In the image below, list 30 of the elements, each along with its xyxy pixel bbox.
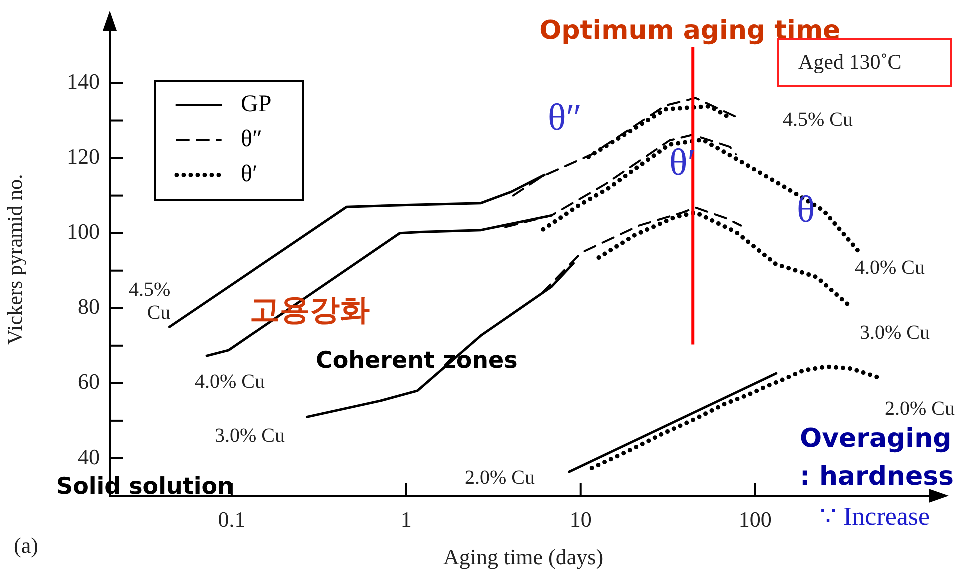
- annotation: 3.0% Cu: [860, 322, 930, 344]
- annotation: Overaging: [800, 424, 952, 454]
- legend-label: GP: [241, 91, 272, 118]
- annotation: 2.0% Cu: [465, 466, 535, 490]
- x-axis-title: Aging time (days): [443, 544, 604, 570]
- annotation: 4.5% Cu: [783, 108, 853, 132]
- y-tick-label: 40: [78, 444, 100, 470]
- annotation: : hardness: [800, 462, 954, 492]
- annotation: 3.0% Cu: [215, 424, 285, 448]
- legend-label: θ′: [241, 161, 258, 188]
- legend-label: θ″: [241, 126, 262, 152]
- x-tick-label: 1: [400, 506, 412, 532]
- y-tick-label: 100: [67, 219, 100, 244]
- annotation: 4.0% Cu: [855, 256, 925, 280]
- x-tick-label: 0.1: [218, 506, 246, 532]
- x-tick-label: 10: [570, 506, 592, 532]
- text: (a): [14, 533, 38, 559]
- annotation: θ: [797, 188, 816, 232]
- annotation: θ″: [548, 96, 582, 140]
- y-tick-label: 60: [78, 369, 100, 394]
- y-tick-label: 140: [67, 69, 100, 94]
- y-axis-title: Vickers pyramid no.: [3, 174, 28, 345]
- annotation: 2.0% Cu: [885, 398, 955, 420]
- text: ∵ Increase: [820, 500, 930, 532]
- annotation: Aged 130˚C: [798, 50, 902, 74]
- y-tick-label: 120: [67, 144, 100, 170]
- y-tick-label: 80: [78, 294, 100, 320]
- x-tick-label: 100: [738, 506, 772, 532]
- annotation: 4.5% Cu: [129, 279, 171, 325]
- annotation: 4.0% Cu: [195, 370, 265, 394]
